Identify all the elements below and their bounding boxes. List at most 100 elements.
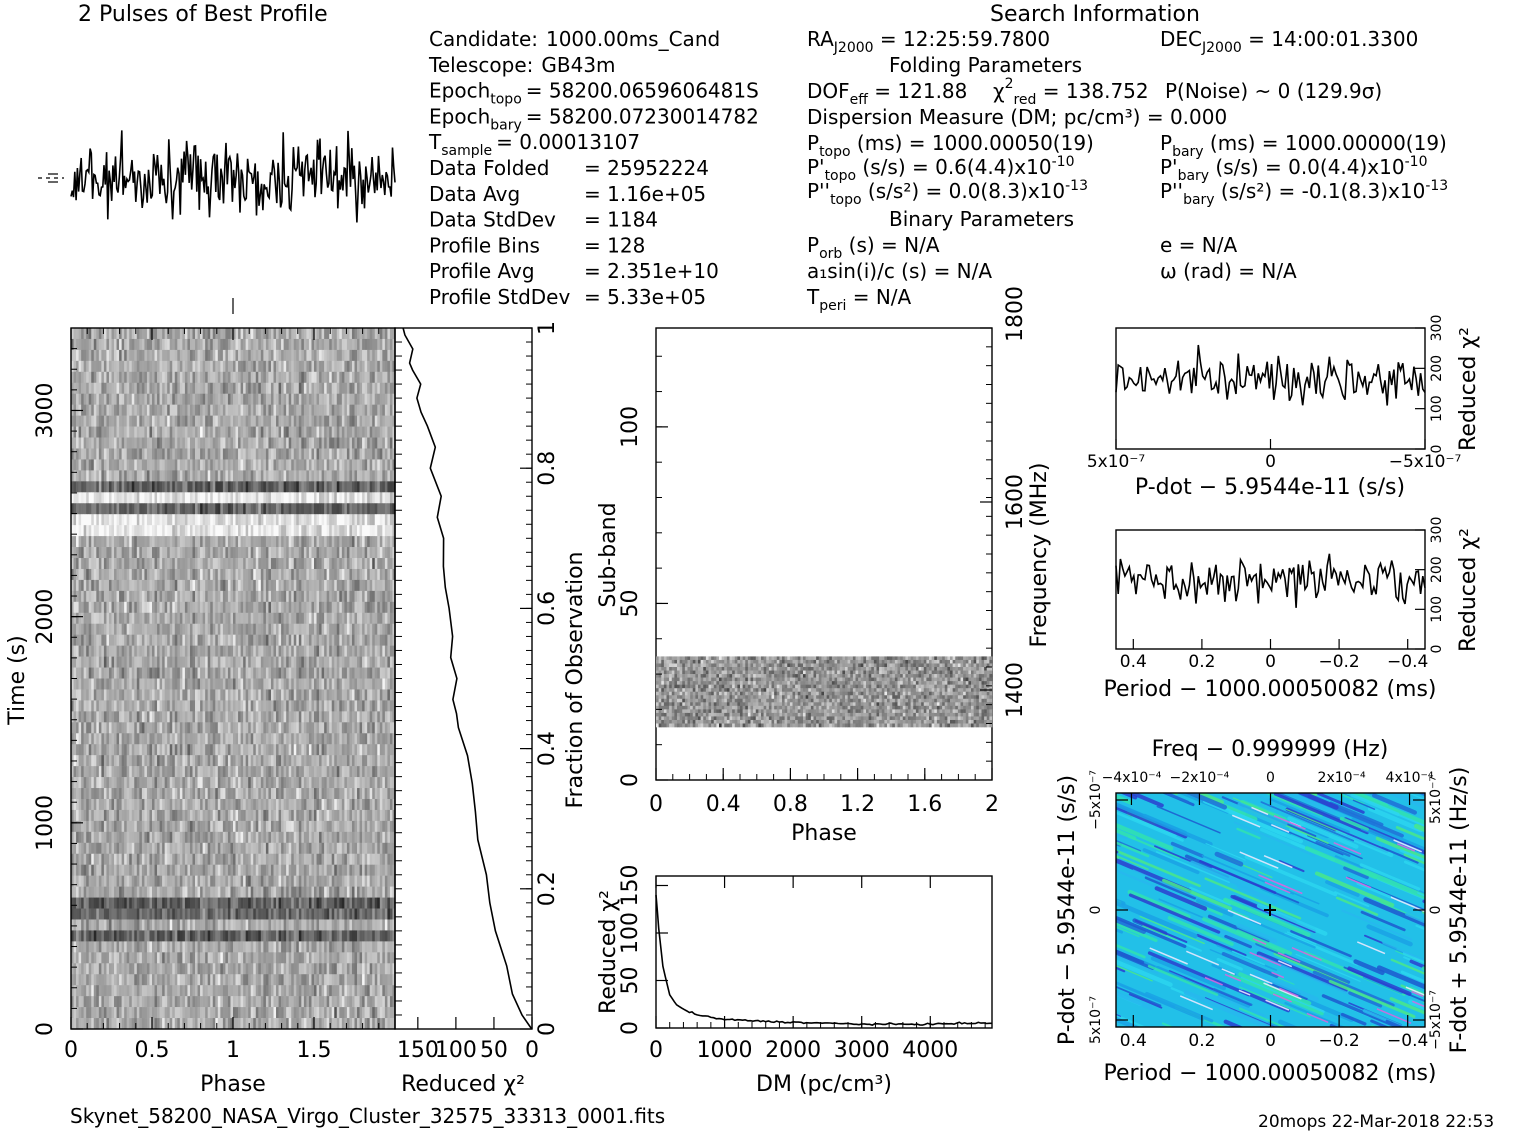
binary-header: Binary Parameters: [889, 207, 1074, 231]
ppmap-period-tick: 0.4: [1120, 1031, 1147, 1051]
redchi-tick-label: 0: [525, 1038, 539, 1063]
redchi-time-axis-label: Reduced χ²: [401, 1072, 525, 1097]
ppmap-fdot-tick: −5x10⁻⁷: [1428, 990, 1444, 1050]
pdot-chi-axis-label: P-dot − 5.9544e-11 (s/s): [1135, 475, 1405, 500]
phase-tick-label: 0: [64, 1038, 78, 1063]
ra-line: RAJ2000 = 12:25:59.7800: [807, 27, 1050, 56]
dm-tick-label: 2000: [765, 1038, 821, 1063]
time-phase-heatmap: [71, 328, 396, 1030]
freq-top-tick: −2x10⁻⁴: [1170, 770, 1230, 786]
filename-label: Skynet_58200_NASA_Virgo_Cluster_32575_33…: [70, 1104, 665, 1128]
small-x-tick: 5x10⁻⁷: [1087, 452, 1145, 472]
omega-line: ω (rad) = N/A: [1160, 259, 1297, 283]
info-row: Data Avg = 1.16e+05: [429, 182, 706, 206]
info-row: Data Folded = 25952224: [429, 156, 709, 180]
subband-heatmap: [656, 656, 993, 728]
info-row: Profile StdDev = 5.33e+05: [429, 285, 706, 309]
info-row: Profile Avg = 2.351e+10: [429, 259, 719, 283]
subband-phase-tick: 0.4: [706, 792, 741, 817]
dm-line: Dispersion Measure (DM; pc/cm³) = 0.000: [807, 105, 1227, 129]
period-pdot-map: [1116, 793, 1425, 1027]
tperi-line: Tperi = N/A: [806, 285, 912, 314]
info-row: Data StdDev = 1184: [429, 208, 658, 232]
fraction-tick-label: 1: [535, 321, 560, 335]
chi-red-line: χ2red = 138.752: [993, 76, 1149, 108]
folding-header: Folding Parameters: [889, 53, 1082, 77]
freq-top-tick: 0: [1266, 770, 1275, 786]
ppmap-pdot-tick: −5x10⁻⁷: [1088, 770, 1104, 830]
subband-phase-label: Phase: [791, 821, 857, 846]
ppmap-period-tick: −0.4: [1387, 1031, 1428, 1051]
dm-redchi-label: Reduced χ²: [596, 890, 621, 1014]
ppmap-fdot-tick: 0: [1428, 906, 1444, 915]
small-redchi-tick: 0: [1429, 445, 1445, 454]
frequency-axis-label: Frequency (MHz): [1027, 463, 1052, 648]
fraction-tick-label: 0.8: [535, 451, 560, 486]
info-row: Candidate: 1000.00ms_Cand: [429, 27, 720, 51]
fraction-tick-label: 0.6: [535, 591, 560, 626]
freq-top-axis-label: Freq − 0.999999 (Hz): [1152, 737, 1389, 762]
dm-redchi-tick: 0: [618, 1021, 643, 1035]
small-x-tick: 0.2: [1188, 652, 1215, 672]
small-x-tick: 0.4: [1120, 652, 1147, 672]
subband-phase-tick: 2: [985, 792, 999, 817]
search-info-block: RAJ2000 = 12:25:59.7800 DECJ2000 = 14:00…: [806, 27, 1448, 314]
small-redchi-tick: 300: [1429, 315, 1445, 342]
time-tick-label: 2000: [33, 589, 58, 645]
ppmap-pdot-tick: 5x10⁻⁷: [1088, 996, 1104, 1044]
subband-phase-tick: 1.2: [840, 792, 875, 817]
dm-redchi-tick: 100: [618, 912, 643, 954]
freq-top-tick: −4x10⁻⁴: [1102, 770, 1162, 786]
profile-panel: [38, 130, 396, 314]
small-redchi-tick: 0: [1429, 645, 1445, 654]
peak-marker: [1264, 904, 1276, 916]
subband-axis-label: Sub-band: [596, 502, 621, 607]
time-axis-label: Time (s): [5, 635, 30, 725]
dm-tick-label: 1000: [697, 1038, 753, 1063]
pdot-chi-line: [1115, 344, 1426, 406]
pddot-bary-line: P''bary (s/s²) = -0.1(8.3)x10-13: [1160, 178, 1448, 208]
dm-redchi-tick: 150: [618, 865, 643, 907]
search-info-title: Search Information: [990, 2, 1200, 27]
info-row: Telescope: GB43m: [428, 53, 616, 77]
dec-line: DECJ2000 = 14:00:01.3300: [1160, 27, 1418, 56]
dm-tick-label: 3000: [834, 1038, 890, 1063]
pddot-topo-line: P''topo (s/s²) = 0.0(8.3)x10-13: [807, 178, 1088, 208]
frequency-tick: 1800: [1003, 286, 1028, 342]
small-redchi-tick: 100: [1429, 395, 1445, 422]
time-tick-label: 3000: [33, 382, 58, 438]
ptopo-line: Ptopo (ms) = 1000.00050(19): [807, 131, 1094, 160]
ppmap-fdot-tick: 5x10⁻⁷: [1428, 776, 1444, 824]
info-row: Epochtopo = 58200.0659606481S: [429, 79, 759, 108]
info-row: Tsample = 0.00013107: [428, 130, 640, 159]
phase-tick-label: 1.5: [297, 1038, 332, 1063]
fraction-tick-label: 0.4: [535, 731, 560, 766]
dm-frame: [655, 875, 993, 1029]
subband-tick: 100: [618, 406, 643, 448]
chi-time-frame: [394, 327, 533, 1030]
small-redchi-tick: 200: [1429, 355, 1445, 382]
redchi-tick-label: 150: [397, 1038, 439, 1063]
time-tick-label: 1000: [33, 795, 58, 851]
frequency-tick: 1400: [1003, 662, 1028, 718]
small-redchi-tick: 100: [1429, 596, 1445, 623]
dof-line: DOFeff = 121.88: [807, 79, 967, 108]
dm-chi-line: [655, 894, 992, 1026]
profile-line: [70, 130, 396, 223]
subband-phase-tick: 0: [649, 792, 663, 817]
chi-time-line: [402, 327, 533, 1030]
period-redchi-label: Reduced χ²: [1456, 528, 1481, 652]
info-row: Profile Bins = 128: [429, 233, 645, 257]
fraction-axis-label: Fraction of Observation: [563, 552, 588, 809]
subband-phase-tick: 1.6: [907, 792, 942, 817]
freq-top-tick: 4x10⁻⁴: [1386, 770, 1434, 786]
footer-stamp: 20mops 22-Mar-2018 22:53: [1258, 1112, 1494, 1132]
phase-axis-label: Phase: [200, 1072, 266, 1097]
ppmap-pdot-label: P-dot − 5.9544e-11 (s/s): [1055, 775, 1080, 1045]
ecc-line: e = N/A: [1160, 233, 1237, 257]
info-row: Epochbary = 58200.07230014782: [429, 104, 759, 133]
freq-top-tick: 2x10⁻⁴: [1318, 770, 1366, 786]
porb-line: Porb (s) = N/A: [807, 233, 940, 262]
asini-line: a₁sin(i)/c (s) = N/A: [807, 259, 992, 283]
